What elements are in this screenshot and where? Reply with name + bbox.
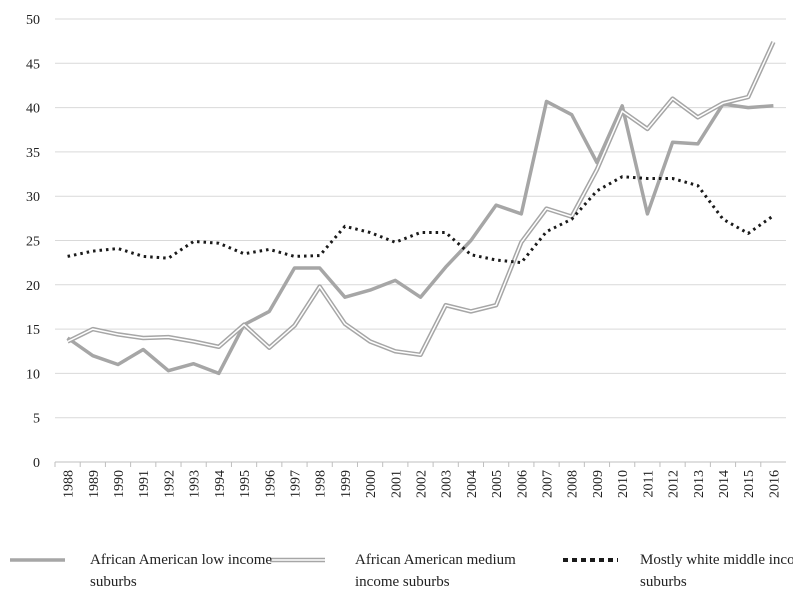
x-tick-label: 1996 [263,470,278,498]
y-tick-label: 50 [26,13,40,28]
x-tick-label: 1989 [87,470,102,498]
x-tick-label: 2003 [440,470,455,498]
x-tick-label: 2006 [515,470,530,498]
x-tick-label: 1997 [288,470,303,498]
x-tick-label: 2005 [490,470,505,498]
series-line [66,99,774,376]
x-tick-label: 2000 [364,470,379,498]
legend-label: Mostly white middle income suburbs [640,552,793,589]
y-tick-label: 35 [26,146,40,161]
x-tick-label: 2011 [641,470,656,497]
x-tick-label: 2013 [692,470,707,498]
x-tick-label: 1995 [238,470,253,498]
y-tick-label: 5 [33,412,40,427]
legend-label: African American medium income suburbs [355,552,516,589]
series-line [67,175,775,265]
y-tick-label: 45 [26,57,40,72]
x-tick-label: 2009 [591,470,606,498]
series-line [66,41,776,358]
x-tick-label: 2004 [465,470,480,498]
x-tick-label: 1999 [339,470,354,498]
x-tick-label: 2016 [767,470,782,498]
y-tick-label: 0 [33,456,40,471]
x-tick-label: 2014 [717,470,732,498]
x-tick-label: 2012 [667,470,682,498]
x-tick-label: 1992 [162,470,177,498]
y-tick-label: 25 [26,235,40,250]
x-tick-label: 1990 [112,470,127,498]
y-tick-label: 40 [26,102,40,117]
x-tick-label: 1994 [213,470,228,498]
x-tick-label: 2001 [389,470,404,498]
x-tick-label: 2002 [415,470,430,498]
x-tick-label: 1991 [137,470,152,498]
y-tick-label: 10 [26,367,40,382]
series-line-inner [67,41,775,356]
x-tick-label: 1988 [62,470,77,498]
x-tick-label: 2015 [742,470,757,498]
y-tick-label: 15 [26,323,40,338]
legend-label: African American low income suburbs [90,552,273,589]
y-tick-label: 30 [26,190,40,205]
x-tick-label: 2010 [616,470,631,498]
x-tick-label: 1998 [314,470,329,498]
y-tick-label: 20 [26,279,40,294]
x-tick-label: 1993 [188,470,203,498]
x-tick-label: 2007 [541,470,556,498]
x-tick-label: 2008 [566,470,581,498]
